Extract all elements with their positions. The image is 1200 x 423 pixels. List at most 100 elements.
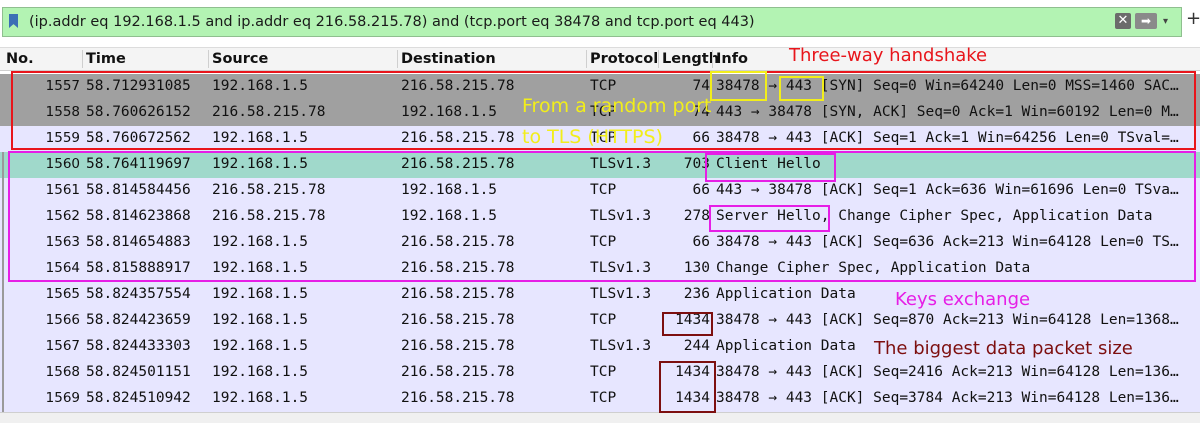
column-divider[interactable] bbox=[658, 50, 659, 68]
packet-row[interactable]: 1558 58.760626152 216.58.215.78 192.168.1.5… bbox=[0, 100, 1200, 126]
packet-protocol: TLSv1.3 bbox=[590, 338, 652, 354]
packet-source: 192.168.1.5 bbox=[212, 338, 309, 354]
apply-filter-icon[interactable]: ➡ bbox=[1135, 13, 1157, 29]
packet-length: 1434 bbox=[675, 390, 710, 406]
packet-source: 192.168.1.5 bbox=[212, 156, 309, 172]
display-filter-input[interactable]: (ip.addr eq 192.168.1.5 and ip.addr eq 2… bbox=[2, 7, 1182, 37]
client-hello-highlight-box bbox=[705, 153, 836, 182]
bookmark-icon[interactable] bbox=[9, 14, 18, 28]
random-port-annotation-line1: From a random port bbox=[522, 95, 712, 117]
packet-protocol: TCP bbox=[590, 390, 617, 406]
packet-row[interactable]: 1560 58.764119697 192.168.1.5 216.58.215.78… bbox=[0, 152, 1200, 178]
packet-no: 1569 bbox=[45, 390, 80, 406]
packet-time: 58.824433303 bbox=[86, 338, 191, 354]
packet-destination: 216.58.215.78 bbox=[401, 156, 515, 172]
column-divider[interactable] bbox=[397, 50, 398, 68]
max-length-highlight-box bbox=[659, 361, 716, 413]
column-divider[interactable] bbox=[712, 50, 713, 68]
packet-info: Server Hello, Change Cipher Spec, Applic… bbox=[716, 208, 1153, 224]
packet-source: 192.168.1.5 bbox=[212, 286, 309, 302]
packet-info: 443 → 38478 [ACK] Seq=1 Ack=636 Win=6169… bbox=[716, 182, 1179, 198]
packet-row[interactable]: 1566 58.824423659 192.168.1.5 216.58.215.78… bbox=[0, 308, 1200, 334]
horizontal-scrollbar[interactable] bbox=[0, 412, 1200, 423]
packet-row[interactable]: 1563 58.814654883 192.168.1.5 216.58.215.78… bbox=[0, 230, 1200, 256]
packet-row[interactable]: 1561 58.814584456 216.58.215.78 192.168.1.5… bbox=[0, 178, 1200, 204]
column-divider[interactable] bbox=[208, 50, 209, 68]
packet-time: 58.760626152 bbox=[86, 104, 191, 120]
packet-row[interactable]: 1569 58.824510942 192.168.1.5 216.58.215.78… bbox=[0, 386, 1200, 412]
column-header-protocol[interactable]: Protocol bbox=[590, 51, 659, 67]
packet-source: 192.168.1.5 bbox=[212, 78, 309, 94]
packet-protocol: TLSv1.3 bbox=[590, 208, 652, 224]
packet-destination: 216.58.215.78 bbox=[401, 364, 515, 380]
packet-time: 58.814584456 bbox=[86, 182, 191, 198]
add-filter-button[interactable]: + bbox=[1186, 8, 1200, 29]
column-header-no[interactable]: No. bbox=[6, 51, 34, 67]
column-divider[interactable] bbox=[586, 50, 587, 68]
packet-info: 38478 → 443 [ACK] Seq=870 Ack=213 Win=64… bbox=[716, 312, 1179, 328]
packet-length: 66 bbox=[692, 130, 710, 146]
packet-row[interactable]: 1565 58.824357554 192.168.1.5 216.58.215.78… bbox=[0, 282, 1200, 308]
packet-time: 58.814654883 bbox=[86, 234, 191, 250]
filter-expression[interactable]: (ip.addr eq 192.168.1.5 and ip.addr eq 2… bbox=[29, 14, 755, 30]
packet-row[interactable]: 1564 58.815888917 192.168.1.5 216.58.215.78… bbox=[0, 256, 1200, 282]
packet-protocol: TCP bbox=[590, 312, 617, 328]
packet-row[interactable]: 1559 58.760672562 192.168.1.5 216.58.215.78… bbox=[0, 126, 1200, 152]
packet-list: 1557 58.712931085 192.168.1.5 216.58.215.78… bbox=[0, 74, 1200, 412]
packet-length: 236 bbox=[683, 286, 710, 302]
packet-no: 1559 bbox=[45, 130, 80, 146]
packet-no: 1560 bbox=[45, 156, 80, 172]
packet-destination: 192.168.1.5 bbox=[401, 208, 498, 224]
random-port-annotation-line2: to TLS (HTTPS) bbox=[522, 126, 663, 148]
packet-info: 443 → 38478 [SYN, ACK] Seq=0 Ack=1 Win=6… bbox=[716, 104, 1179, 120]
packet-destination: 216.58.215.78 bbox=[401, 260, 515, 276]
column-header-source[interactable]: Source bbox=[212, 51, 269, 67]
packet-info: 38478 → 443 [SYN] Seq=0 Win=64240 Len=0 … bbox=[716, 78, 1179, 94]
source-port-highlight-box bbox=[710, 71, 767, 101]
packet-list-header: No. Time Source Destination Protocol Len… bbox=[0, 47, 1200, 71]
display-filter-toolbar: (ip.addr eq 192.168.1.5 and ip.addr eq 2… bbox=[0, 0, 1200, 44]
clear-filter-icon[interactable]: ✕ bbox=[1115, 13, 1131, 29]
packet-destination: 192.168.1.5 bbox=[401, 104, 498, 120]
column-header-time[interactable]: Time bbox=[86, 51, 126, 67]
packet-protocol: TLSv1.3 bbox=[590, 156, 652, 172]
packet-row[interactable]: 1562 58.814623868 216.58.215.78 192.168.1.5… bbox=[0, 204, 1200, 230]
column-header-destination[interactable]: Destination bbox=[401, 51, 496, 67]
packet-time: 58.824423659 bbox=[86, 312, 191, 328]
packet-protocol: TCP bbox=[590, 78, 617, 94]
packet-length: 278 bbox=[683, 208, 710, 224]
packet-source: 216.58.215.78 bbox=[212, 182, 326, 198]
packet-no: 1557 bbox=[45, 78, 80, 94]
handshake-annotation-label: Three-way handshake bbox=[789, 45, 988, 66]
packet-time: 58.815888917 bbox=[86, 260, 191, 276]
packet-no: 1567 bbox=[45, 338, 80, 354]
filter-history-chevron-icon[interactable]: ▾ bbox=[1163, 16, 1169, 27]
packet-row[interactable]: 1557 58.712931085 192.168.1.5 216.58.215.78… bbox=[0, 74, 1200, 100]
packet-info: Client Hello bbox=[716, 156, 821, 172]
packet-source: 192.168.1.5 bbox=[212, 234, 309, 250]
packet-info: Application Data bbox=[716, 286, 856, 302]
packet-length: 130 bbox=[683, 260, 710, 276]
packet-destination: 216.58.215.78 bbox=[401, 130, 515, 146]
column-header-length[interactable]: Length bbox=[662, 51, 720, 67]
keys-exchange-annotation-label: Keys exchange bbox=[895, 289, 1031, 310]
packet-protocol: TCP bbox=[590, 130, 617, 146]
packet-time: 58.764119697 bbox=[86, 156, 191, 172]
destination-port-highlight-box bbox=[779, 76, 824, 101]
packet-destination: 216.58.215.78 bbox=[401, 286, 515, 302]
packet-protocol: TLSv1.3 bbox=[590, 286, 652, 302]
packet-row[interactable]: 1568 58.824501151 192.168.1.5 216.58.215.78… bbox=[0, 360, 1200, 386]
packet-no: 1564 bbox=[45, 260, 80, 276]
packet-row[interactable]: 1567 58.824433303 192.168.1.5 216.58.215.78… bbox=[0, 334, 1200, 360]
packet-destination: 216.58.215.78 bbox=[401, 78, 515, 94]
column-divider[interactable] bbox=[82, 50, 83, 68]
column-header-info[interactable]: Info bbox=[716, 51, 748, 67]
packet-no: 1561 bbox=[45, 182, 80, 198]
server-hello-highlight-box bbox=[709, 205, 830, 232]
packet-no: 1566 bbox=[45, 312, 80, 328]
packet-time: 58.824501151 bbox=[86, 364, 191, 380]
packet-source: 216.58.215.78 bbox=[212, 208, 326, 224]
packet-time: 58.824510942 bbox=[86, 390, 191, 406]
packet-source: 192.168.1.5 bbox=[212, 390, 309, 406]
packet-destination: 216.58.215.78 bbox=[401, 312, 515, 328]
